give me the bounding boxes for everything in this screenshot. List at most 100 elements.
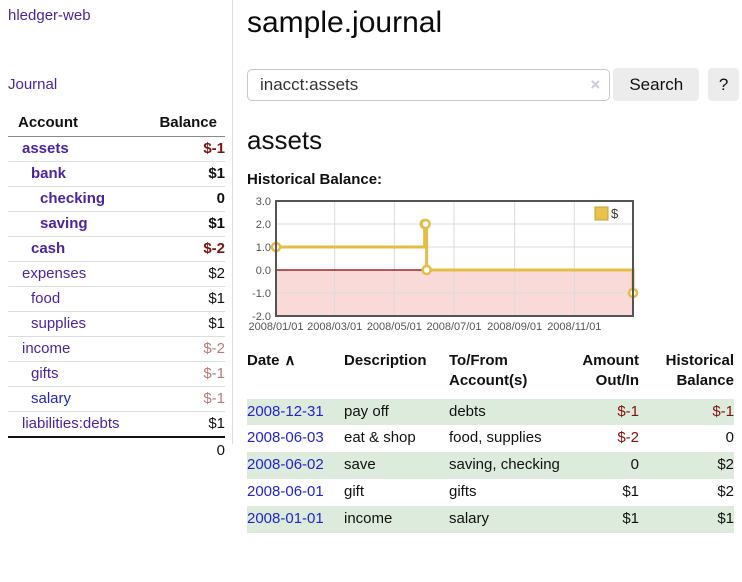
transaction-date-link[interactable]: 2008-06-03: [247, 429, 324, 447]
transaction-amount: $1: [561, 505, 639, 533]
transaction-row[interactable]: 2008-06-02 save saving, checking 0 $2: [247, 452, 734, 479]
chart-title: Historical Balance:: [247, 171, 383, 188]
transaction-accounts: food, supplies: [449, 429, 542, 447]
x-axis-tick-label: 2008/09/01: [487, 321, 542, 333]
x-axis-tick-label: 2008/07/01: [426, 321, 481, 333]
transaction-accounts: salary: [449, 505, 561, 533]
account-row: supplies $1: [8, 311, 225, 337]
accounts-total-spacer: [8, 436, 138, 463]
x-axis-tick-label: 2008/11/01: [547, 321, 601, 333]
transaction-amount: $1: [622, 482, 639, 500]
accounts-balance-table: Account Balance assets $-1 bank $1 check…: [8, 111, 225, 463]
account-balance: 0: [137, 186, 225, 212]
transaction-description: save: [344, 452, 449, 479]
transaction-date-link[interactable]: 2008-06-01: [247, 482, 324, 500]
y-axis-tick-label: -1.0: [252, 288, 271, 300]
x-axis-tick-label: 2008/01/01: [248, 321, 303, 333]
account-link[interactable]: salary: [31, 390, 72, 407]
account-balance: $1: [137, 311, 225, 337]
sidebar-item-journal[interactable]: Journal: [8, 76, 58, 93]
account-balance: $-2: [137, 336, 225, 362]
y-axis-tick-label: -2.0: [252, 311, 271, 323]
main-content: sample.journal × Search ? assets Histori…: [247, 0, 739, 533]
transaction-balance: $-1: [639, 398, 734, 426]
description-column-header: Description: [344, 352, 427, 369]
account-link[interactable]: food: [31, 290, 61, 307]
account-link[interactable]: supplies: [31, 315, 87, 332]
y-axis-tick-label: 2.0: [256, 219, 271, 231]
account-column-header: Account: [8, 111, 138, 137]
account-row: assets $-1: [8, 136, 225, 162]
account-link[interactable]: saving: [40, 215, 88, 232]
transaction-description: eat & shop: [344, 429, 416, 447]
account-balance: $2: [137, 261, 225, 287]
transaction-amount: $-1: [561, 398, 639, 426]
transaction-amount: $-2: [617, 429, 639, 447]
account-row: salary $-1: [8, 386, 225, 412]
sort-ascending-icon: ∧: [284, 352, 296, 369]
y-axis-tick-label: 1.0: [256, 242, 271, 254]
search-input[interactable]: [247, 68, 611, 101]
account-row: checking 0: [8, 186, 225, 212]
transaction-row[interactable]: 2008-06-03 eat & shop food, supplies $-2…: [247, 425, 734, 452]
data-point-marker: [421, 264, 432, 276]
account-link[interactable]: cash: [31, 240, 66, 257]
account-balance: $-1: [137, 361, 225, 387]
transaction-date-link[interactable]: 2008-06-02: [247, 456, 324, 474]
transaction-date-link[interactable]: 2008-01-01: [247, 509, 324, 527]
register-table: Date ∧ Description To/From Account(s) Amo…: [247, 351, 734, 533]
data-point-marker: [420, 218, 431, 230]
transaction-amount: 0: [561, 452, 639, 479]
account-balance: $1: [137, 411, 225, 438]
account-row: bank $1: [8, 161, 225, 187]
transaction-balance: $2: [639, 452, 734, 479]
clear-search-icon[interactable]: ×: [590, 74, 601, 94]
account-balance: $-1: [137, 136, 225, 162]
x-axis-tick-label: 2008/05/01: [367, 321, 422, 333]
transaction-description: gift: [344, 482, 365, 500]
search-button[interactable]: Search: [613, 68, 700, 101]
account-row: liabilities:debts $1: [8, 411, 225, 438]
account-link[interactable]: checking: [40, 190, 106, 207]
account-balance: $-1: [137, 386, 225, 412]
account-link[interactable]: gifts: [31, 365, 59, 382]
brand-link[interactable]: hledger-web: [8, 7, 91, 24]
account-heading: assets: [247, 125, 323, 155]
transaction-row[interactable]: 2008-01-01 income salary $1 $1: [247, 505, 734, 533]
transaction-row[interactable]: 2008-12-31 pay off debts $-1 $-1: [247, 398, 734, 426]
account-row: income $-2: [8, 336, 225, 362]
account-row: saving $1: [8, 211, 225, 237]
account-row: food $1: [8, 286, 225, 312]
transaction-row[interactable]: 2008-06-01 gift gifts $1 $2: [247, 479, 734, 506]
account-balance: $1: [137, 286, 225, 312]
account-link[interactable]: bank: [31, 165, 67, 182]
account-link[interactable]: income: [22, 340, 71, 357]
transaction-balance: $1: [639, 505, 734, 533]
transaction-accounts: saving, checking: [449, 452, 561, 479]
accounts-total-balance: 0: [137, 436, 225, 463]
accounts-table-header-row: Account Balance: [8, 111, 225, 137]
transaction-accounts: debts: [449, 398, 561, 426]
account-balance: $-2: [137, 236, 225, 262]
date-column-header[interactable]: Date ∧: [247, 352, 296, 369]
legend-label: $: [611, 206, 619, 221]
y-axis-tick-label: 0.0: [256, 265, 271, 277]
transaction-accounts: gifts: [449, 482, 477, 500]
amount-column-header: Amount Out/In: [582, 352, 639, 389]
account-row: cash $-2: [8, 236, 225, 262]
help-button[interactable]: ?: [708, 68, 739, 101]
legend-swatch: [594, 206, 609, 221]
account-row: expenses $2: [8, 261, 225, 287]
search-bar: × Search ?: [247, 68, 739, 101]
account-row: gifts $-1: [8, 361, 225, 387]
account-link[interactable]: liabilities:debts: [22, 415, 120, 432]
transaction-description: income: [344, 505, 449, 533]
register-header-row: Date ∧ Description To/From Account(s) Amo…: [247, 351, 734, 399]
account-link[interactable]: expenses: [22, 265, 87, 282]
account-balance: $1: [137, 211, 225, 237]
account-balance: $1: [137, 161, 225, 187]
transaction-date-link[interactable]: 2008-12-31: [247, 402, 324, 420]
balance-column-header: Balance: [137, 111, 225, 137]
account-link[interactable]: assets: [22, 140, 69, 157]
